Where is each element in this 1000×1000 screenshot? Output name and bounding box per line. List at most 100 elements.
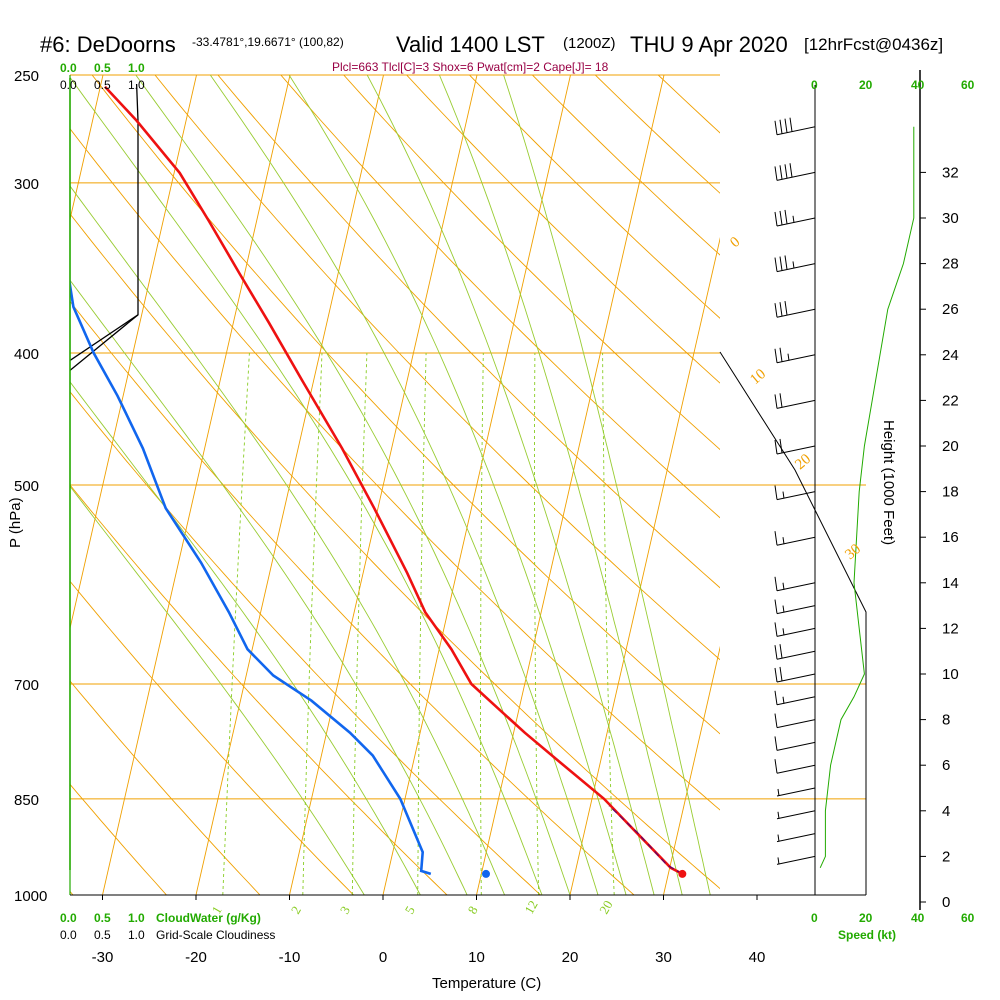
height-tick-20: 20 [942,438,959,455]
dewpoint-profile [70,276,432,876]
temp-tick-10: 10 [468,949,485,966]
x-axis-title: Temperature (C) [432,975,541,992]
valid-date: THU 9 Apr 2020 [630,32,788,57]
wind-barb-flag [779,347,783,362]
wind-barb-half [787,353,790,361]
wind-barb [774,485,816,501]
pressure-tick-500: 500 [14,478,39,495]
wind-barb-staff [776,833,816,843]
cloudwater-top-tick-1: 0.5 [94,61,111,75]
height-tick-28: 28 [942,256,959,273]
wind-barb [774,163,816,181]
wind-barb-flag [774,667,778,683]
wind-barb [774,599,816,615]
wind-barb-flag [774,211,778,227]
wind-barb-half [777,788,780,797]
wind-barb [774,393,816,409]
height-tick-4: 4 [942,803,950,820]
mixing-ratio-12 [534,352,540,895]
cloudwater-tick-2: 1.0 [128,911,145,925]
dry-adiabat-310 [70,213,720,890]
wind-barb-staff [776,536,816,546]
cloudiness-drop [69,314,139,371]
wind-barb-flag [779,256,783,271]
wind-barb-staff [776,399,816,409]
wind-barb-flag [784,255,788,270]
dry-adiabat-270 [70,580,354,895]
wind-barb-half [777,857,780,865]
wind-barb-flag [774,736,778,751]
wind-barb-flag [779,119,783,134]
wind-barb-staff [776,354,816,364]
dry-adiabat-380 [406,75,720,384]
adiabat-label-20: 20 [792,451,814,473]
wind-barb-staff [776,741,816,751]
wind-barb-staff [776,855,816,865]
height-tick-10: 10 [942,666,959,683]
zulu-time: (1200Z) [563,35,616,52]
height-tick-6: 6 [942,757,950,774]
mixing-ratio-label-5: 5 [402,903,418,916]
wind-barb-flag [774,645,778,660]
height-tick-16: 16 [942,529,959,546]
adiabat-label-30: 30 [842,541,864,563]
temp-tick-20: 20 [562,949,579,966]
wind-barb-staff [776,627,816,637]
wind-panel [719,85,915,895]
wind-barb-staff [776,491,816,501]
temp-tick--10: -10 [279,949,301,966]
height-tick-0: 0 [942,894,950,911]
wind-barb [776,833,816,843]
wind-barb [774,347,816,364]
dry-adiabat-360 [280,75,720,519]
wind-barb-flag [774,622,778,637]
wind-barb-flag [779,165,783,180]
wind-barb-staff [776,445,816,455]
surface-temperature-marker [678,869,687,878]
cloudwater-label: CloudWater (g/Kg) [156,911,261,925]
isotherm--50 [70,75,104,222]
speed-top-tick-1: 20 [859,78,873,92]
adiabat-label-0: 0 [727,234,743,251]
cloudiness-top-tick-0: 0.0 [60,78,77,92]
cloudiness-top-tick-1: 0.5 [94,78,111,92]
wind-barb-half [782,537,785,545]
wind-barb-half [777,811,780,819]
wind-barb-flag [774,599,778,614]
wind-barb-half [792,215,795,223]
wind-barb [774,576,816,592]
isotherm-10 [476,75,665,895]
wind-barb-half [782,491,785,499]
diagram-boundary [719,351,867,895]
mixing-ratio-label-20: 20 [596,898,615,917]
dry-adiabat-300 [70,300,635,895]
dry-adiabat-290 [70,391,541,895]
wind-barb-flag [779,210,783,226]
temp-tick--20: -20 [185,949,207,966]
wind-barb-staff [776,582,816,592]
height-tick-24: 24 [942,347,959,364]
height-tick-26: 26 [942,301,959,318]
isotherm--30 [102,75,291,895]
sounding-profiles [70,85,683,876]
wind-barb-staff [776,787,816,797]
wind-barb-flag [784,164,788,179]
temp-tick-40: 40 [749,949,766,966]
wind-barb-half [777,834,780,842]
wind-barb [774,690,816,706]
wind-barb-flag [784,301,788,316]
moist-adiabat-7 [288,75,627,895]
wind-barb-flag [789,117,793,132]
wind-barb-half [782,628,785,636]
parcel-path [608,805,683,875]
height-axis-title: Height (1000 Feet) [880,420,897,545]
wind-barb-flag [774,576,778,591]
wind-barb [774,209,816,227]
wind-barb [774,713,816,729]
dry-adiabat-370 [343,75,720,451]
wind-barb [774,759,816,774]
wind-barb-flag [774,120,778,135]
isotherm--60 [0,75,10,895]
moist-adiabat-10 [503,75,711,895]
dry-adiabat-260 [70,680,261,895]
